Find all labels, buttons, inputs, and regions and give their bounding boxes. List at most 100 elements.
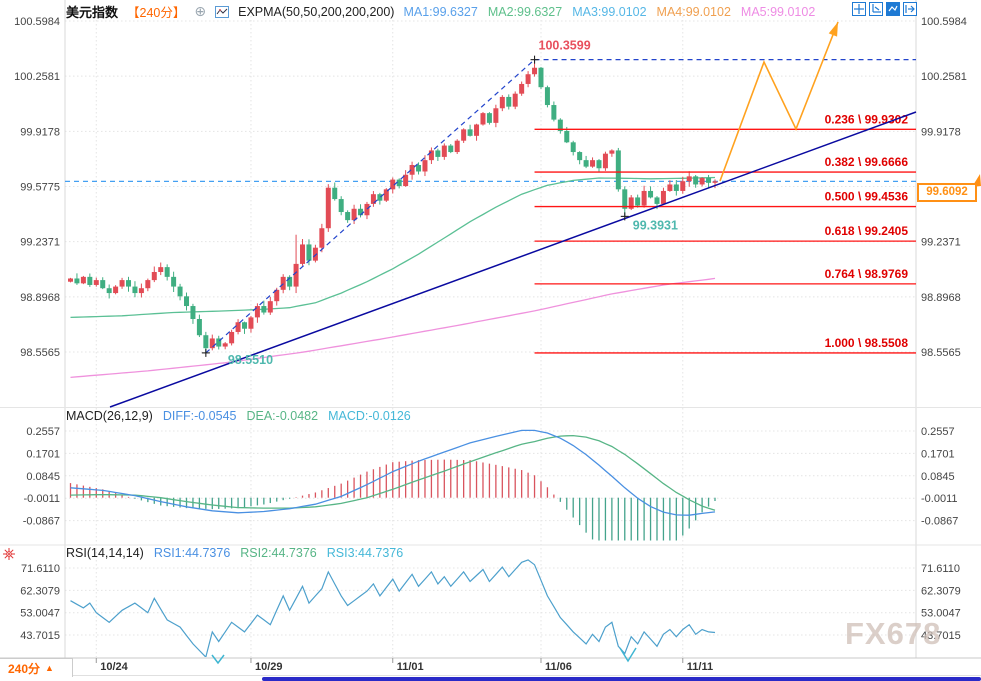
chart-toolbar [852,2,917,16]
candle [209,338,215,349]
candle [338,199,344,213]
indicator-icon[interactable] [215,5,230,18]
candle [254,306,260,318]
macd-panel [69,429,716,541]
axis-scale-icon[interactable] [869,2,883,16]
candle [351,208,357,221]
macd-axis-label: -0.0867 [921,516,958,528]
dashed-diagonal-line[interactable] [205,59,535,354]
candle [190,306,196,320]
rsi-legend-items: RSI1:44.7376 RSI2:44.7376 RSI3:44.7376 [154,546,403,560]
valley-marker-icon [619,647,637,663]
candle [590,160,596,167]
date-label: 11/11 [687,661,713,673]
candle [525,74,531,84]
candle [80,276,86,284]
candle [196,319,202,336]
candle [428,150,434,161]
candle [435,150,441,157]
candle [680,181,686,191]
ma-values: MA1:99.6327 MA2:99.6327 MA3:99.0102 MA4:99.… [403,5,815,19]
candle [551,105,557,120]
go-latest-icon[interactable] [903,2,917,16]
date-label: 10/24 [100,661,128,673]
candle [538,67,544,88]
candle [306,244,312,261]
candle [151,271,157,281]
rsi-axis-label: 71.6110 [921,563,960,575]
candle [390,179,396,190]
candle [280,276,286,290]
rsi-axis-label: 71.6110 [21,563,60,575]
pan-icon[interactable] [852,2,866,16]
candle [184,296,190,307]
candle [113,286,119,294]
macd-axis-label: 0.2557 [921,426,955,438]
rsi-legend-item: RSI3:44.7376 [326,546,404,560]
macd-params: MACD(26,12,9) [66,409,153,423]
candle [93,280,99,285]
valley-marker-icon [211,654,225,665]
candle [609,150,615,154]
candle [493,108,499,123]
candle [480,113,486,125]
low2-annotation: 99.3931 [633,218,678,232]
fib-label: 0.500 \ 99.4536 [825,190,909,204]
price-axis-label: 100.5984 [921,16,967,28]
candle [512,93,518,107]
expma-200-line [70,277,716,379]
candle [396,179,402,187]
add-indicator-icon[interactable]: ⊕ [194,3,207,19]
auto-follow-icon[interactable] [886,2,900,16]
price-axis-label: 99.5775 [20,182,60,194]
timeframe-selector-label: 240分 [8,661,41,676]
macd-legend-item: MACD:-0.0126 [328,409,411,423]
candle [474,124,480,136]
candle [325,187,331,229]
candle [138,288,144,294]
macd-axis-label: 0.0845 [26,471,60,483]
high-annotation: 100.3599 [539,39,591,53]
candle [557,119,563,131]
rsi-axis-label: 62.3079 [20,585,60,597]
main-plot-area[interactable] [65,8,916,407]
date-label: 11/01 [397,661,424,673]
candle [222,343,228,347]
price-axis-label: 98.8968 [20,292,60,304]
candle [596,160,602,169]
candle [544,87,550,106]
macd-legend-item: DIFF:-0.0545 [162,409,237,423]
main-legend: 美元指数 【240分】 ⊕ EXPMA(50,50,200,200,200) M… [66,2,815,21]
indicator-settings-icon[interactable] [2,547,16,561]
timeframe-selector[interactable]: 240分 ▲ [0,658,73,677]
rsi-axis-label: 43.7015 [20,630,60,642]
candle [274,289,280,302]
trendline[interactable] [109,111,917,408]
candle [229,331,235,344]
candle [448,145,454,153]
macd-axis-label: 0.0845 [921,471,955,483]
rsi-plot-area[interactable] [65,546,916,657]
expma-lines [70,176,716,379]
price-axis-label: 100.5984 [14,16,60,28]
rsi-axis-label: 43.7015 [921,630,961,642]
candle [499,96,505,109]
symbol-title: 美元指数 [66,5,119,20]
candle [364,203,370,216]
candle [300,244,306,264]
candle [422,160,428,172]
candle [519,83,525,94]
fib-label: 0.764 \ 98.9769 [825,267,909,281]
scrollbar[interactable] [262,677,981,681]
candle [74,278,80,284]
candle [712,181,718,183]
candle [673,184,679,191]
macd-axis-label: -0.0011 [921,493,958,505]
candle [203,335,209,349]
macd-plot-area[interactable] [65,421,916,544]
projection-zigzag[interactable] [719,21,839,182]
candle [242,322,248,329]
